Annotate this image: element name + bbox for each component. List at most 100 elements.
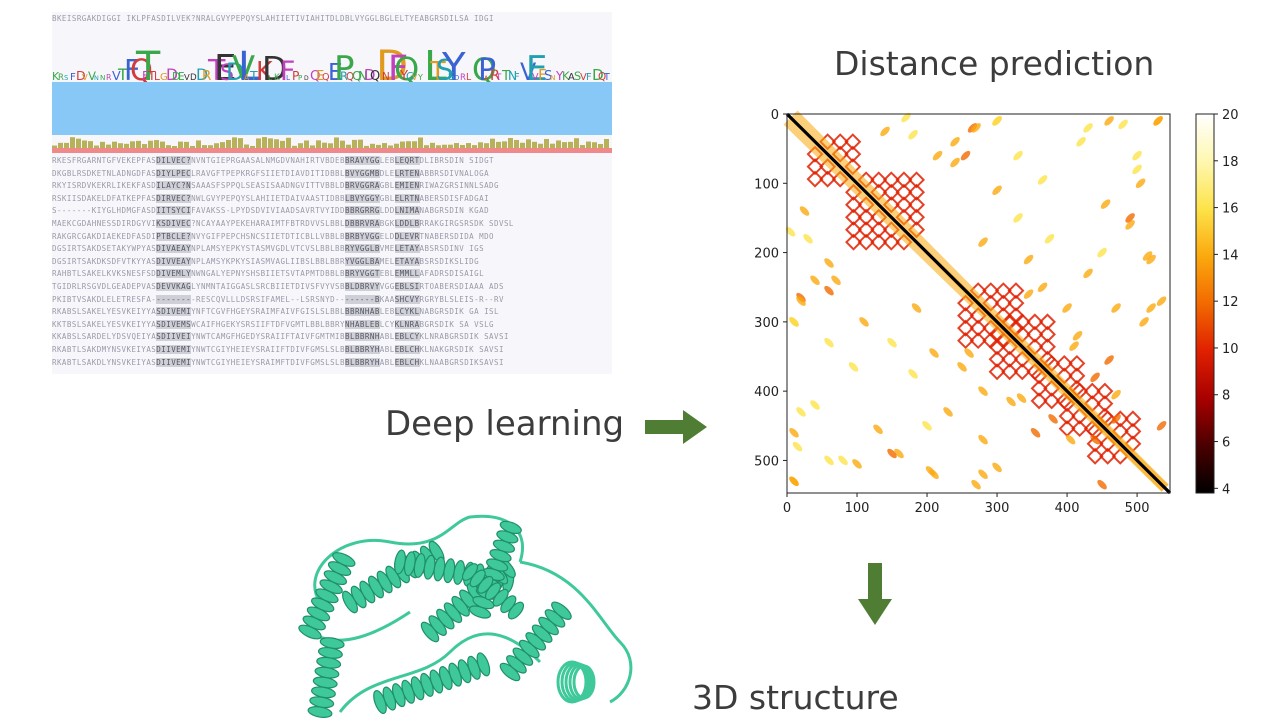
- logo-glyph: D: [376, 41, 408, 82]
- heatmap-lattice-cell: [1055, 354, 1073, 372]
- logo-glyph: T: [207, 54, 226, 82]
- heatmap-contact: [1016, 393, 1027, 403]
- msa-row: MAEKCGDAHNESSDIRDGYVIKSDIVEC?NCAYAAYPEKE…: [52, 219, 514, 228]
- heatmap-lattice-cell: [806, 158, 824, 176]
- heatmap-contact: [960, 150, 971, 161]
- conservation-bar: [502, 141, 507, 148]
- conservation-bar: [490, 138, 495, 148]
- heatmap-contact: [1013, 150, 1023, 161]
- logo-glyph: Q: [370, 69, 380, 82]
- conservation-bar: [250, 145, 255, 148]
- conservation-bar: [538, 143, 543, 148]
- heatmap-contact: [1146, 254, 1156, 265]
- heatmap-contact: [1065, 434, 1076, 445]
- heatmap-contact: [796, 296, 806, 306]
- conservation-bar: [274, 139, 279, 148]
- protein-loop: [519, 560, 633, 704]
- colorbar-tick-label: 4: [1222, 482, 1230, 497]
- logo-glyph: G: [406, 70, 414, 82]
- heatmap-lattice-cell: [1007, 294, 1025, 312]
- conservation-bar: [286, 137, 291, 148]
- conservation-bar: [460, 144, 465, 148]
- conservation-bar: [226, 139, 231, 148]
- logo-glyph: N: [382, 71, 390, 82]
- heatmap-contact: [901, 112, 911, 123]
- heatmap-contact: [810, 400, 820, 410]
- msa-row: KKABSLSARDELYDSVQEIYASDIIVEIYNWTCAMGFHGE…: [52, 332, 509, 342]
- logo-glyph: G: [160, 72, 168, 82]
- heatmap-lattice-cell: [857, 233, 875, 251]
- heatmap-contact: [859, 317, 869, 327]
- logo-glyph: D: [172, 70, 180, 82]
- heatmap-contact: [810, 275, 820, 286]
- heatmap-contact: [925, 466, 936, 476]
- conservation-bar: [394, 143, 399, 148]
- heatmap-contact: [785, 227, 796, 237]
- heatmap-lattice-cell: [1001, 350, 1019, 368]
- conservation-baseline: [52, 148, 612, 153]
- conservation-bar: [562, 142, 567, 148]
- heatmap-lattice-cell: [845, 221, 863, 239]
- heatmap-lattice-cell: [957, 332, 975, 350]
- logo-glyph: D: [166, 66, 178, 82]
- msa-row: RAHBTLSAKELKVKSNESFSDDIVEMLYNWNGALYEPNYS…: [52, 269, 485, 279]
- heatmap-contact: [932, 150, 943, 161]
- down-arrow-icon: [858, 563, 892, 625]
- conservation-bar: [220, 142, 225, 148]
- msa-row: S-------KIYGLHDMGFASDIITSYCIFAVAKSS-LPYD…: [52, 206, 490, 216]
- conservation-bar: [292, 145, 297, 148]
- distance-heatmap-chart: 0 100 200 300 400 500 0 100 200 300 400 500 4 6 8 10 12…: [754, 108, 1238, 516]
- logo-glyph: Q: [394, 50, 419, 82]
- msa-coverage-band: [52, 82, 612, 135]
- heatmap-contact: [799, 206, 810, 216]
- conservation-bar: [592, 142, 597, 148]
- conservation-bar: [142, 144, 147, 148]
- heatmap-contact: [992, 185, 1002, 195]
- protein-helix: [461, 563, 525, 620]
- conservation-bar: [184, 141, 189, 148]
- conservation-bar: [526, 139, 531, 148]
- protein-helix: [373, 652, 491, 715]
- conservation-bar: [544, 138, 549, 148]
- logo-glyph: P: [292, 69, 299, 82]
- heatmap-contact: [922, 421, 932, 431]
- logo-glyph: S: [220, 60, 234, 82]
- heatmap-lattice-cell: [895, 171, 913, 189]
- logo-glyph: V: [82, 72, 88, 82]
- heatmap-contact: [1076, 136, 1086, 147]
- x-tick-label: 300: [985, 501, 1010, 516]
- conservation-bar: [478, 142, 483, 148]
- conservation-bar: [574, 138, 579, 148]
- logo-glyph: D: [190, 73, 197, 82]
- heatmap-lattice-cell: [831, 133, 849, 151]
- heatmap-lattice-cell: [819, 170, 837, 188]
- conservation-bar: [448, 144, 453, 148]
- heatmap-lattice-cell: [969, 332, 987, 350]
- heatmap-lattice-cell: [1007, 282, 1025, 300]
- logo-glyph: Q: [598, 71, 606, 82]
- x-tick-label: 100: [845, 501, 870, 516]
- heatmap-lattice-cell: [957, 319, 975, 337]
- protein-loop: [338, 632, 542, 713]
- heatmap-lattice-cell: [1026, 313, 1044, 331]
- heatmap-contact: [978, 237, 988, 247]
- heatmap-frame: [786, 113, 1171, 494]
- msa-alignment-panel: BKEISRGAKDIGGI IKLPFASDILVEK?NRALGVYPEPQ…: [52, 12, 612, 374]
- conservation-bar: [160, 141, 165, 148]
- conservation-bar: [358, 139, 363, 148]
- conservation-bar: [70, 137, 75, 148]
- heatmap-lattice-cell: [882, 183, 900, 201]
- heatmap-lattice-cell: [957, 307, 975, 325]
- msa-row: RKABSLSAKELYESVKEIYYASDIVEMIYNFTCGVFHGEY…: [52, 307, 499, 317]
- heatmap-lattice-cell: [1096, 395, 1114, 413]
- logo-glyph: F: [586, 72, 592, 82]
- x-tick-label: 200: [915, 501, 940, 516]
- heatmap-contact: [880, 126, 890, 137]
- logo-glyph: D: [76, 68, 86, 82]
- conservation-bar: [202, 145, 207, 148]
- conservation-bar: [238, 138, 243, 148]
- logo-glyph: V: [532, 72, 539, 82]
- logo-glyph: V: [412, 73, 418, 82]
- heatmap-lattice-cell: [857, 208, 875, 226]
